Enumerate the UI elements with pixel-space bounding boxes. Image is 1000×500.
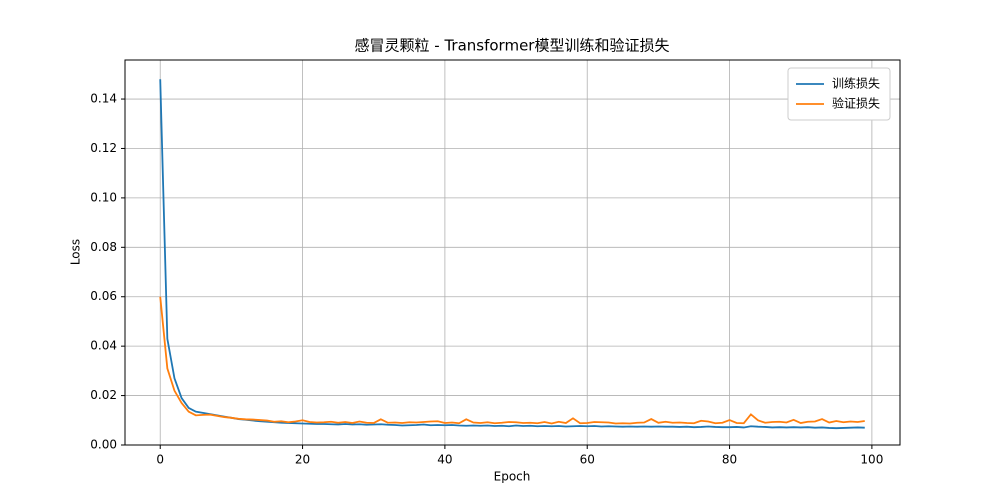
y-axis-label: Loss	[69, 239, 83, 265]
y-tick-label: 0.12	[90, 141, 117, 155]
plot-frame	[124, 59, 901, 446]
y-tick-label: 0.00	[90, 438, 117, 452]
y-tick-label: 0.02	[90, 388, 117, 402]
x-tick-label: 40	[437, 453, 452, 467]
x-tick-label: 80	[722, 453, 737, 467]
y-tick-label: 0.04	[90, 339, 117, 353]
x-tick-label: 60	[580, 453, 595, 467]
series-line	[159, 296, 865, 425]
legend-box	[787, 67, 891, 121]
y-tick-label: 0.06	[90, 289, 117, 303]
y-tick-label: 0.14	[90, 92, 117, 106]
y-tick-label: 0.10	[90, 190, 117, 204]
series-line	[159, 79, 865, 430]
legend-label: 训练损失	[832, 76, 880, 91]
x-tick-label: 0	[156, 453, 164, 467]
x-axis-label: Epoch	[494, 470, 531, 484]
chart-title: 感冒灵颗粒 - Transformer模型训练和验证损失	[355, 37, 670, 55]
x-tick-label: 100	[860, 453, 883, 467]
legend-label: 验证损失	[832, 96, 880, 111]
x-tick-label: 20	[295, 453, 310, 467]
y-tick-label: 0.08	[90, 240, 117, 254]
